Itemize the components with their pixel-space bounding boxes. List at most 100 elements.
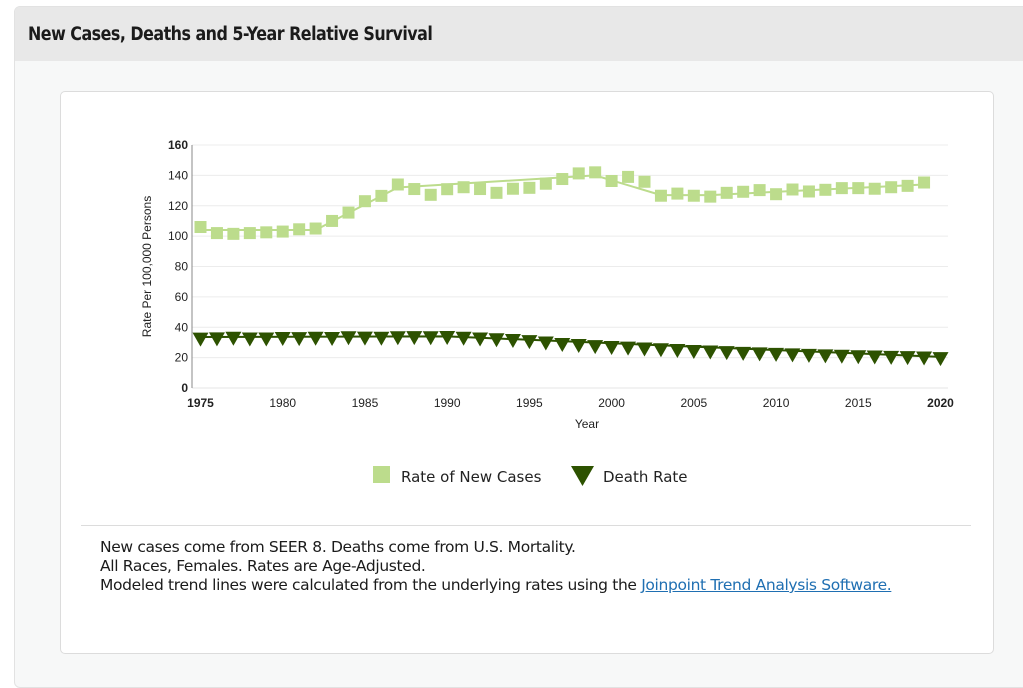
y-tick-label: 160 — [168, 138, 188, 152]
x-tick-label: 1990 — [434, 396, 461, 410]
data-point — [358, 195, 371, 208]
data-point — [340, 331, 357, 346]
data-point — [539, 177, 552, 190]
data-point — [554, 337, 571, 352]
data-point — [192, 332, 209, 347]
y-tick-label: 140 — [168, 168, 188, 182]
data-point — [768, 347, 785, 362]
x-tick-label: 2020 — [927, 396, 954, 410]
data-point — [918, 176, 931, 189]
notes-population-line: All Races, Females. Rates are Age-Adjust… — [100, 557, 426, 575]
x-axis-title: Year — [575, 417, 599, 431]
data-point — [373, 331, 390, 346]
data-point — [868, 182, 881, 195]
data-point — [654, 189, 667, 202]
data-point — [258, 332, 275, 347]
data-point — [899, 351, 916, 366]
y-axis-title: Rate Per 100,000 Persons — [140, 196, 154, 337]
data-point — [817, 349, 834, 364]
y-tick-label: 60 — [175, 290, 189, 304]
legend-label-new-cases: Rate of New Cases — [401, 468, 542, 486]
data-point — [439, 330, 456, 345]
data-point — [474, 183, 487, 196]
y-tick-label: 40 — [175, 320, 189, 334]
notes-trend-line: Modeled trend lines were calculated from… — [100, 576, 920, 595]
data-point — [356, 331, 373, 346]
x-tick-labels: 1975 1980 1985 1990 1995 2000 2005 2010 2015 2020 — [187, 396, 954, 410]
data-point — [605, 174, 618, 187]
data-point — [636, 342, 653, 357]
data-point — [685, 344, 702, 359]
y-tick-labels: 0 20 40 60 80 100 120 140 160 — [168, 138, 188, 395]
data-point — [702, 345, 719, 360]
data-point — [687, 189, 700, 202]
data-point — [342, 206, 355, 219]
x-tick-label: 1995 — [516, 396, 543, 410]
legend-item-death-rate[interactable]: Death Rate — [571, 466, 688, 486]
joinpoint-software-link[interactable]: Joinpoint Trend Analysis Software. — [641, 576, 892, 594]
chart-notes: New cases come from SEER 8. Deaths come … — [100, 538, 920, 595]
data-point — [916, 351, 933, 366]
data-point — [243, 227, 256, 240]
data-point — [718, 346, 735, 361]
notes-divider — [81, 525, 971, 526]
data-point — [587, 340, 604, 355]
data-point — [291, 332, 308, 347]
data-point — [441, 183, 454, 196]
y-tick-label: 0 — [181, 381, 188, 395]
data-point — [523, 181, 536, 194]
data-point — [324, 332, 341, 347]
data-point — [638, 175, 651, 188]
data-point — [274, 332, 291, 347]
y-tick-label: 120 — [168, 199, 188, 213]
data-point — [620, 341, 637, 356]
notes-trend-text: Modeled trend lines were calculated from… — [100, 576, 642, 594]
data-point — [901, 179, 914, 192]
panel-title: New Cases, Deaths and 5-Year Relative Su… — [28, 23, 433, 45]
axes: Rate Per 100,000 Persons Year — [140, 145, 599, 431]
legend-square-icon — [373, 466, 390, 483]
data-point — [770, 188, 783, 201]
data-point — [225, 331, 242, 346]
data-point — [490, 186, 503, 199]
y-tick-label: 100 — [168, 229, 188, 243]
data-point — [422, 331, 439, 346]
data-point — [556, 173, 569, 186]
data-point — [652, 343, 669, 358]
data-point — [866, 350, 883, 365]
data-point — [735, 346, 752, 361]
data-point — [835, 182, 848, 195]
data-point — [424, 188, 437, 201]
data-point — [326, 214, 339, 227]
legend: Rate of New Cases Death Rate — [373, 466, 688, 486]
series-new-cases — [194, 166, 931, 240]
x-tick-label: 2005 — [680, 396, 707, 410]
data-point — [883, 350, 900, 365]
data-point — [194, 221, 207, 234]
data-point — [391, 178, 404, 191]
data-point — [737, 185, 750, 198]
data-point — [389, 331, 406, 346]
data-point — [506, 182, 519, 195]
data-point — [455, 331, 472, 346]
series — [192, 166, 949, 367]
legend-item-new-cases[interactable]: Rate of New Cases — [373, 466, 542, 486]
data-point — [293, 223, 306, 236]
data-point — [786, 183, 799, 196]
data-point — [885, 181, 898, 194]
data-point — [589, 166, 602, 179]
series-death-rate — [192, 330, 949, 367]
x-tick-label: 2015 — [845, 396, 872, 410]
data-point — [309, 222, 322, 235]
data-point — [521, 335, 538, 350]
data-point — [307, 331, 324, 346]
data-point — [932, 352, 949, 367]
data-point — [208, 332, 225, 347]
data-point — [210, 227, 223, 240]
data-point — [784, 348, 801, 363]
data-point — [488, 333, 505, 348]
data-point — [671, 187, 684, 200]
data-point — [819, 183, 832, 196]
data-point — [833, 349, 850, 364]
x-tick-label: 2000 — [598, 396, 625, 410]
